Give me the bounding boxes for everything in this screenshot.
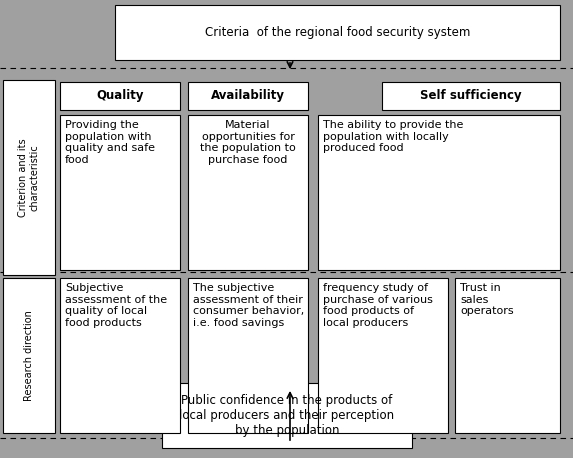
Text: Public confidence in the products of
local producers and their perception
by the: Public confidence in the products of loc… [179,394,395,437]
FancyBboxPatch shape [188,82,308,110]
FancyBboxPatch shape [60,115,180,270]
Text: The ability to provide the
population with locally
produced food: The ability to provide the population wi… [323,120,464,153]
FancyBboxPatch shape [318,278,448,433]
FancyBboxPatch shape [60,82,180,110]
Text: Criteria  of the regional food security system: Criteria of the regional food security s… [205,26,470,39]
Text: Self sufficiency: Self sufficiency [420,89,522,103]
FancyBboxPatch shape [188,115,308,270]
Text: Criterion and its
characteristic: Criterion and its characteristic [18,138,40,217]
FancyBboxPatch shape [382,82,560,110]
Text: Subjective
assessment of the
quality of local
food products: Subjective assessment of the quality of … [65,283,167,328]
Text: Quality: Quality [96,89,144,103]
Text: Research direction: Research direction [24,310,34,401]
FancyBboxPatch shape [3,80,55,275]
FancyBboxPatch shape [60,278,180,433]
Text: Material
opportunities for
the population to
purchase food: Material opportunities for the populatio… [200,120,296,165]
FancyBboxPatch shape [318,115,560,270]
FancyBboxPatch shape [3,278,55,433]
Text: frequency study of
purchase of various
food products of
local producers: frequency study of purchase of various f… [323,283,433,328]
Text: Availability: Availability [211,89,285,103]
Text: Providing the
population with
quality and safe
food: Providing the population with quality an… [65,120,155,165]
FancyBboxPatch shape [115,5,560,60]
FancyBboxPatch shape [162,383,412,448]
FancyBboxPatch shape [455,278,560,433]
FancyBboxPatch shape [188,278,308,433]
Text: Trust in
sales
operators: Trust in sales operators [460,283,513,316]
Text: The subjective
assessment of their
consumer behavior,
i.e. food savings: The subjective assessment of their consu… [193,283,304,328]
